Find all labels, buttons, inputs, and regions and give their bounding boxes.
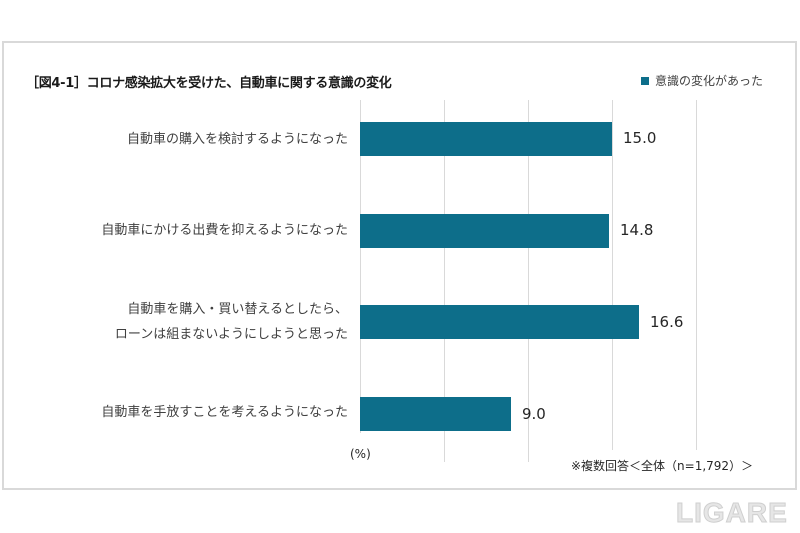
axis-unit-label: (%): [350, 447, 371, 461]
category-label-2: 自動車にかける出費を抑えるようになった: [101, 218, 348, 243]
footnote: ※複数回答＜全体（n=1,792）＞: [571, 459, 754, 473]
gridline-0: [360, 100, 361, 433]
plot-area: 15.0 14.8 16.6 9.0: [360, 100, 780, 462]
bar-2: [360, 214, 609, 248]
category-text-line2: ローンは組まないようにしようと思った: [114, 327, 348, 342]
value-label-1: 15.0: [623, 129, 657, 147]
category-label-4: 自動車を手放すことを考えるようになった: [101, 400, 348, 425]
gridline-15: [612, 100, 613, 450]
value-label-3: 16.6: [650, 313, 684, 331]
bar-4: [360, 397, 511, 431]
gridline-10: [528, 100, 529, 462]
category-text: 自動車の購入を検討するようになった: [126, 132, 348, 147]
legend-label: 意識の変化があった: [655, 74, 764, 88]
gridline-20: [696, 100, 697, 450]
legend: 意識の変化があった: [641, 72, 763, 89]
bar-3: [360, 305, 639, 339]
category-text: 自動車を手放すことを考えるようになった: [101, 405, 348, 420]
value-label-2: 14.8: [620, 221, 654, 239]
bar-1: [360, 122, 612, 156]
category-text-line1: 自動車を購入・買い替えるとしたら、: [127, 302, 348, 317]
category-label-1: 自動車の購入を検討するようになった: [127, 127, 348, 152]
gridline-5: [444, 100, 445, 462]
category-text: 自動車にかける出費を抑えるようになった: [101, 223, 348, 238]
watermark-logo: LIGARE: [676, 497, 788, 529]
category-label-3: 自動車を購入・買い替えるとしたら、 ローンは組まないようにしようと思った: [115, 297, 348, 347]
legend-swatch-icon: [641, 76, 649, 85]
chart-title: ［図4-1］コロナ感染拡大を受けた、自動車に関する意識の変化: [26, 76, 392, 91]
value-label-4: 9.0: [522, 405, 546, 423]
